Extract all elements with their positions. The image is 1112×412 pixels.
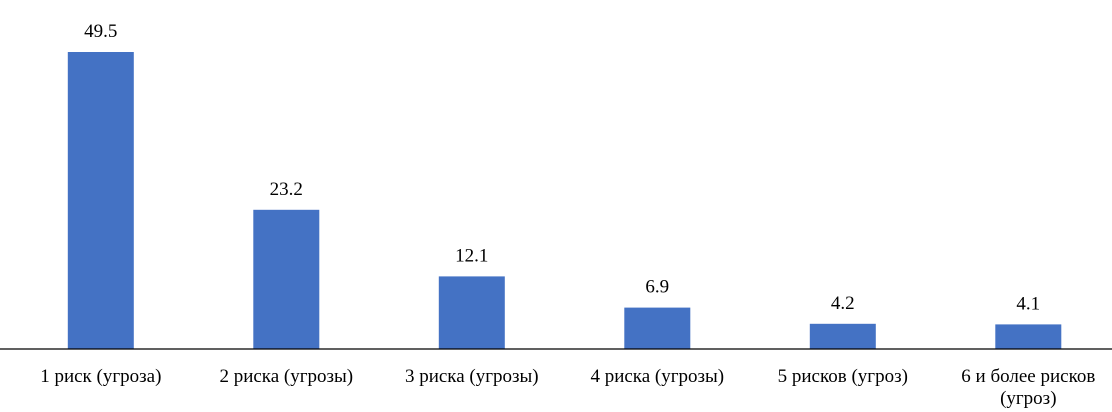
value-labels-layer: 49.5 23.2 12.1 6.9 4.2 4.1 (84, 21, 1040, 314)
category-label-3: 3 риска (угрозы) (405, 366, 539, 387)
bar-6 (995, 324, 1062, 349)
category-label-6-line-1: 6 и более рисков (961, 366, 1095, 387)
bar-3 (438, 276, 505, 349)
category-label-5: 5 рисков (угроз) (778, 366, 908, 387)
bar-5 (809, 323, 876, 349)
category-label-2: 2 риска (угрозы) (219, 366, 353, 387)
category-label-4: 4 риска (угрозы) (590, 366, 724, 387)
value-label-4: 6.9 (645, 277, 669, 298)
value-label-1: 49.5 (84, 21, 117, 42)
value-label-6: 4.1 (1016, 293, 1040, 314)
value-label-5: 4.2 (831, 293, 855, 314)
category-label-1: 1 риск (угроза) (40, 366, 161, 387)
category-label-6-line-2: (угроз) (1000, 388, 1056, 409)
bar-1 (67, 52, 134, 349)
bar-4 (624, 307, 691, 349)
bar-2 (253, 209, 320, 349)
value-label-2: 23.2 (270, 179, 303, 200)
category-labels-layer: 1 риск (угроза) 2 риска (угрозы) 3 риска (… (40, 366, 1095, 409)
bars-layer (67, 52, 1062, 349)
value-label-3: 12.1 (455, 245, 488, 266)
